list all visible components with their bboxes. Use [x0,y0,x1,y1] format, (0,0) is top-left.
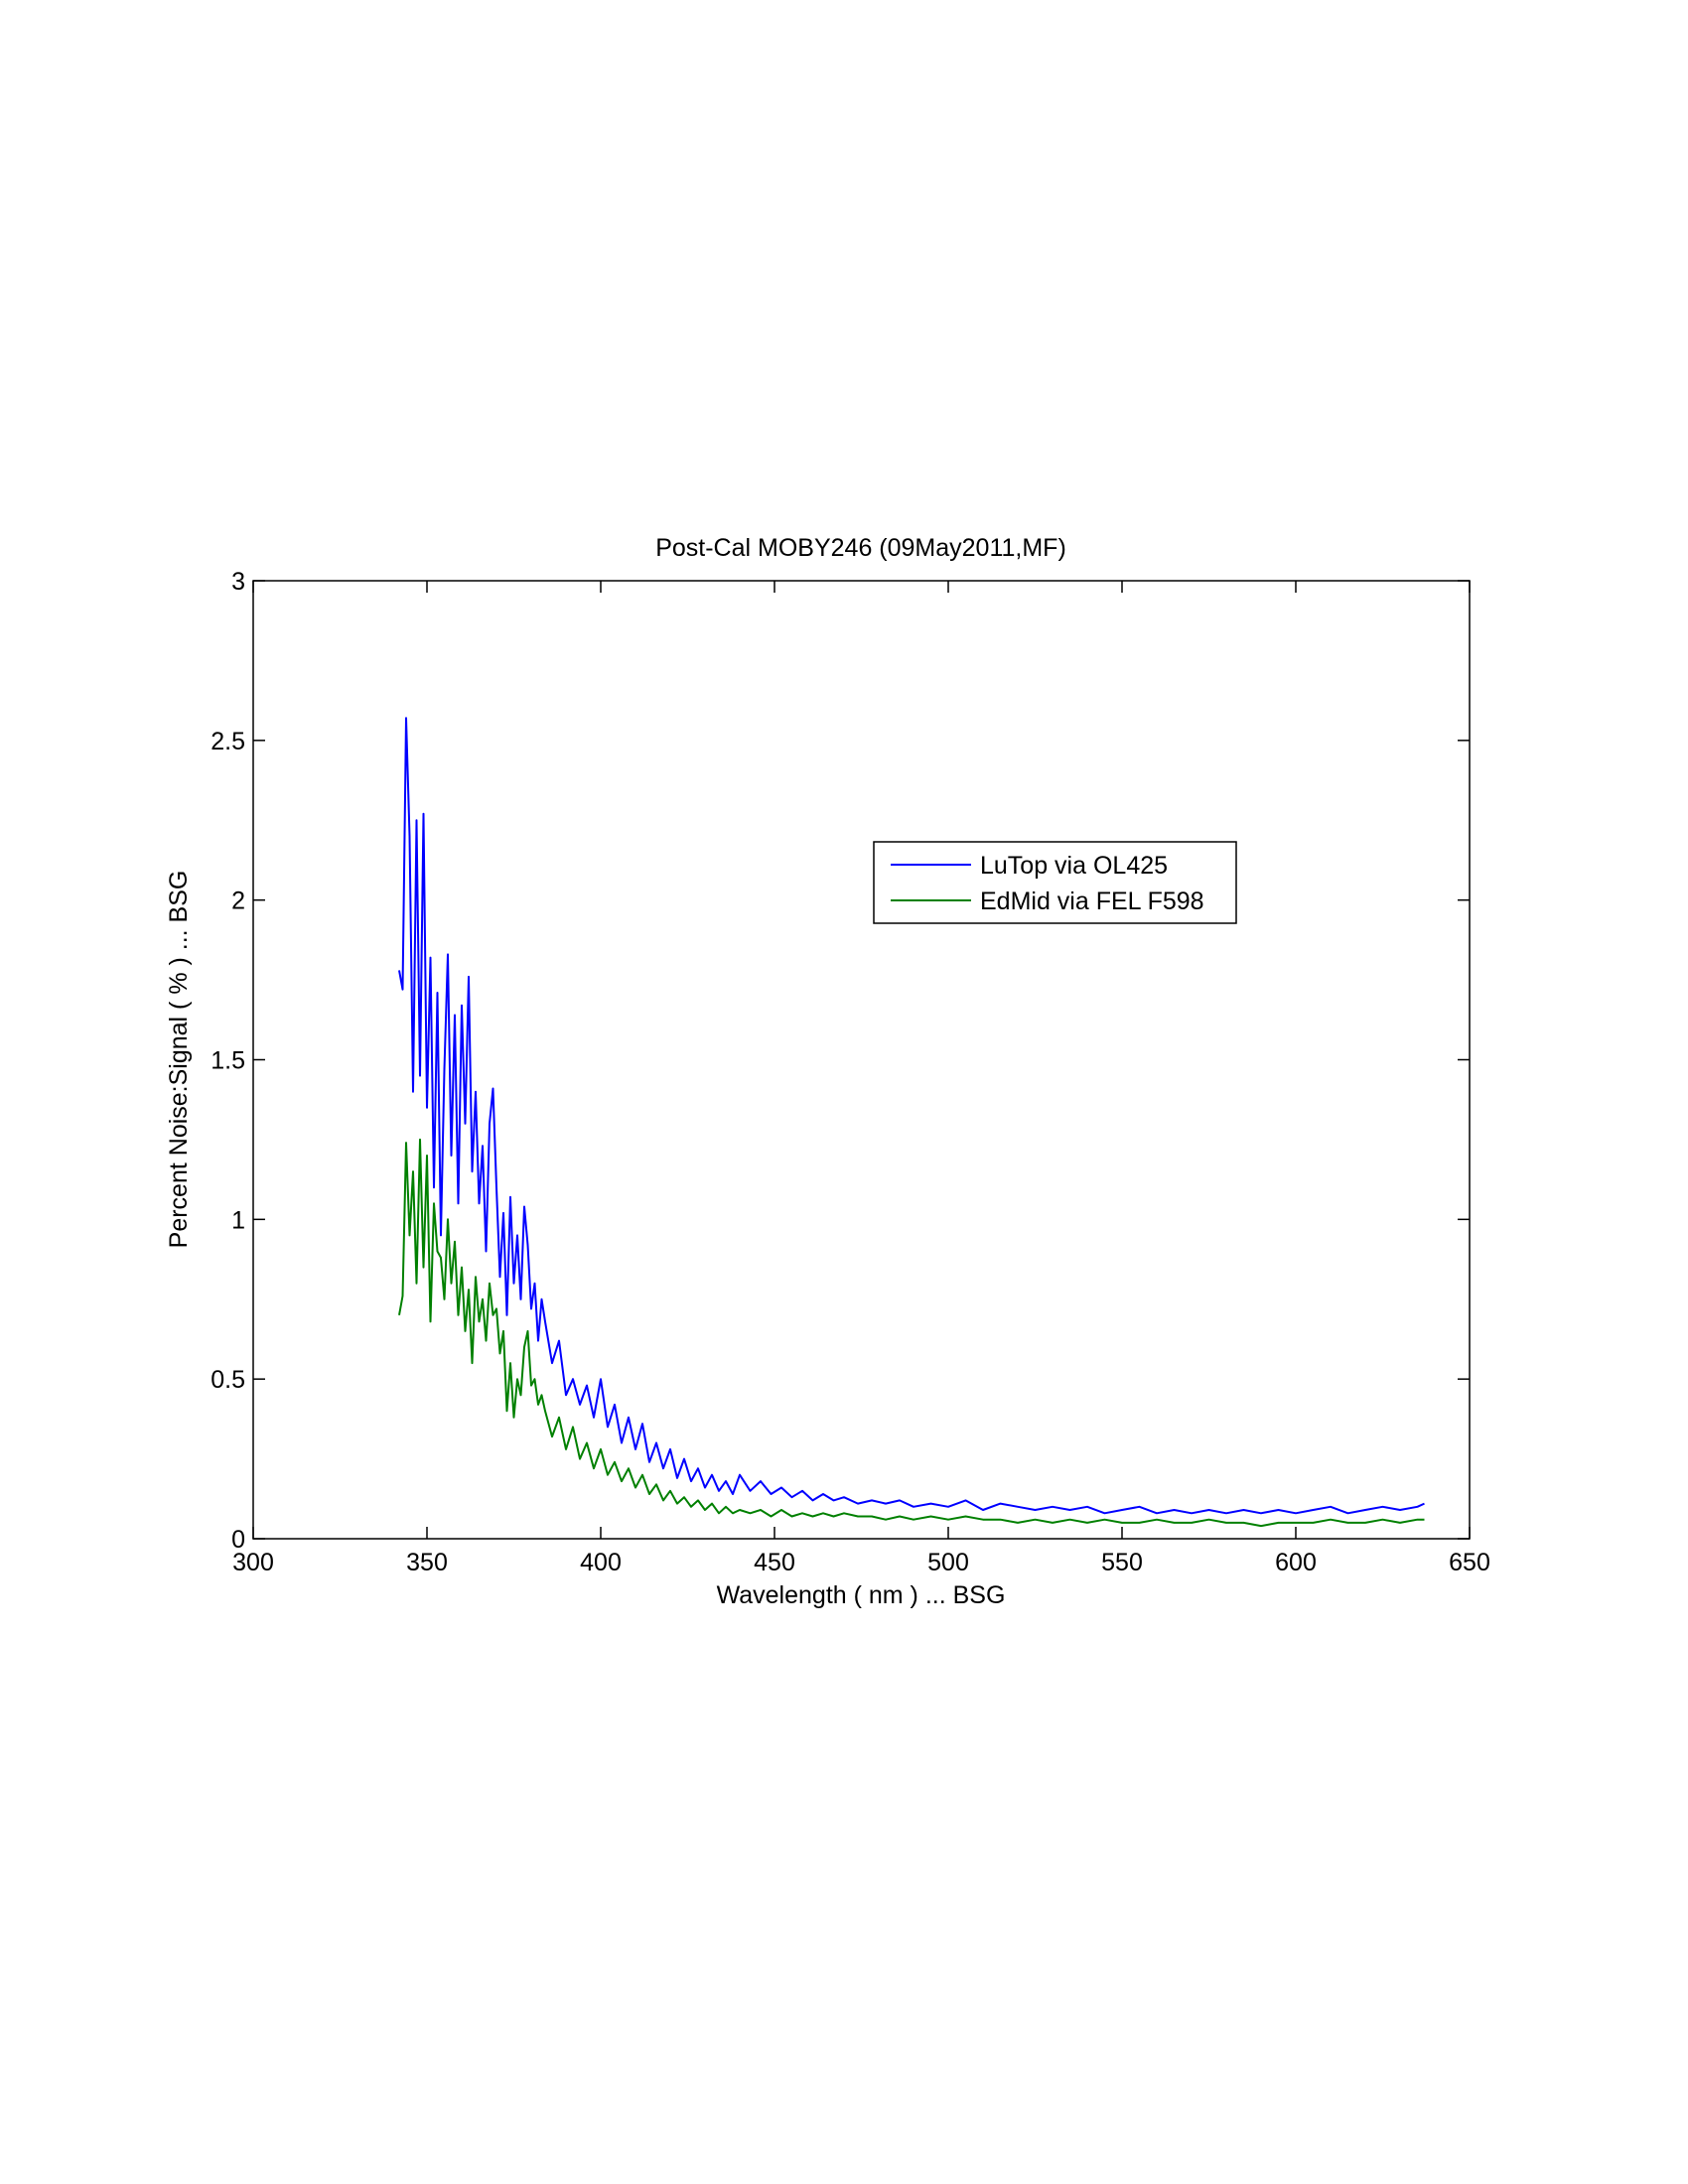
legend: LuTop via OL425 EdMid via FEL F598 [873,841,1237,924]
y-tick-label: 1 [231,1206,245,1234]
y-tick-label: 2.5 [211,728,245,755]
x-tick-label: 500 [927,1549,969,1576]
x-axis-label: Wavelength ( nm ) ... BSG [717,1581,1006,1609]
x-tick-label: 600 [1275,1549,1317,1576]
chart-title: Post-Cal MOBY246 (09May2011,MF) [655,534,1066,562]
series-layer [398,717,1425,1528]
y-tick-label: 0 [231,1526,245,1554]
series-line-edmid [398,1138,1425,1528]
x-tick-label: 650 [1449,1549,1490,1576]
series-line-lutop [398,717,1425,1515]
x-tick-label: 550 [1101,1549,1143,1576]
y-tick-label: 3 [231,568,245,596]
ticks-layer: 300 350 400 450 500 550 600 650 0 0.5 1 1.5 2 2.5 3 [211,568,1490,1576]
y-tick-label: 1.5 [211,1047,245,1075]
x-tick-label: 300 [232,1549,274,1576]
y-tick-label: 0.5 [211,1366,245,1394]
y-tick-label: 2 [231,887,245,915]
legend-label-edmid: EdMid via FEL F598 [980,887,1204,915]
x-tick-label: 350 [406,1549,448,1576]
y-axis-label: Percent Noise:Signal ( % ) ... BSG [165,871,193,1249]
x-tick-label: 400 [580,1549,622,1576]
legend-label-lutop: LuTop via OL425 [980,852,1168,880]
legend-box [873,841,1237,924]
x-tick-label: 450 [754,1549,795,1576]
